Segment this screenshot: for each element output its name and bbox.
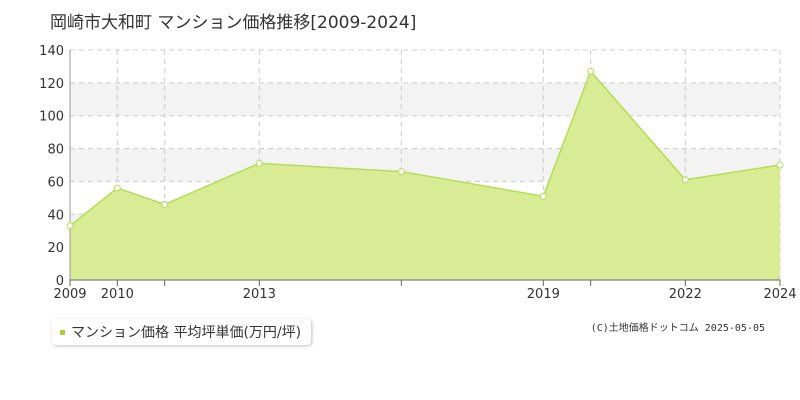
x-tick-label: 2022 — [669, 287, 702, 302]
legend-label: マンション価格 平均坪単価(万円/坪) — [71, 325, 302, 341]
data-point — [776, 161, 784, 169]
y-tick-label: 100 — [39, 110, 64, 125]
y-tick-label: 80 — [47, 143, 64, 158]
data-point — [161, 200, 169, 208]
y-tick-label: 140 — [39, 44, 64, 59]
x-tick-label: 2010 — [101, 287, 134, 302]
y-tick-label: 120 — [39, 77, 64, 92]
y-tick-label: 0 — [56, 274, 64, 289]
x-tick-label: 2009 — [53, 287, 86, 302]
x-tick-label: 2024 — [763, 287, 796, 302]
grid-band — [70, 82, 780, 116]
series-area — [70, 71, 780, 280]
data-point — [397, 168, 405, 176]
data-point — [587, 67, 595, 75]
x-tick-label: 2013 — [243, 287, 276, 302]
y-tick-label: 60 — [47, 175, 64, 190]
chart-title: 岡崎市大和町 マンション価格推移[2009-2024] — [50, 13, 417, 33]
legend: マンション価格 平均坪単価(万円/坪) — [52, 319, 312, 345]
data-point — [255, 159, 263, 167]
copyright-text: (C)土地価格ドットコム 2025-05-05 — [590, 323, 765, 334]
y-tick-label: 40 — [47, 208, 64, 223]
data-point — [681, 176, 689, 184]
data-point — [539, 192, 547, 200]
y-tick-label: 20 — [47, 241, 64, 256]
x-tick-label: 2019 — [527, 287, 560, 302]
legend-marker — [60, 329, 65, 335]
data-point — [113, 184, 121, 192]
data-point — [66, 222, 74, 230]
